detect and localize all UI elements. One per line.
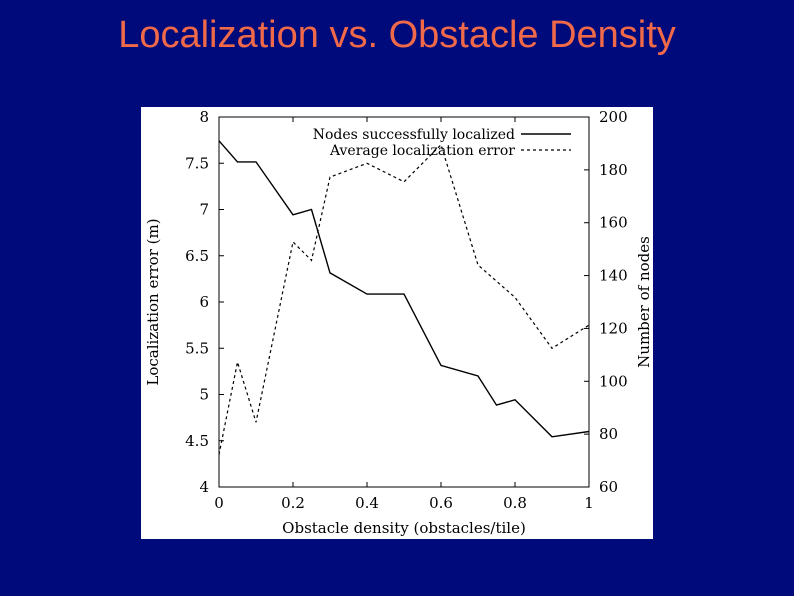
axis-ticks: 0 0.2 0.4 0.6 0.8 1 4 4.5 5 5.5 6 6.5 7 7.5 8 60 80 100 12…: [185, 108, 628, 512]
y-right-tick-label: 60: [599, 478, 618, 496]
x-tick-label: 0.8: [503, 494, 527, 512]
y-right-tick-label: 120: [599, 319, 628, 337]
y-right-tick-label: 180: [599, 161, 628, 179]
series-line-avg-error: [218, 143, 590, 455]
line-chart: 0 0.2 0.4 0.6 0.8 1 4 4.5 5 5.5 6 6.5 7 7.5 8 60 80 100 12…: [144, 108, 653, 537]
y-left-tick-label: 5.5: [185, 339, 209, 357]
y-left-tick-label: 7: [199, 201, 209, 219]
legend-label-error: Average localization error: [329, 143, 515, 159]
chart-panel: 0 0.2 0.4 0.6 0.8 1 4 4.5 5 5.5 6 6.5 7 7.5 8 60 80 100 12…: [141, 107, 653, 539]
y-left-tick-label: 5: [199, 386, 209, 404]
legend-label-nodes: Nodes successfully localized: [313, 127, 515, 143]
x-tick-label: 0.6: [429, 494, 453, 512]
y-left-tick-label: 6: [199, 293, 209, 311]
slide-title: Localization vs. Obstacle Density: [118, 14, 676, 56]
x-tick-label: 1: [584, 494, 594, 512]
y-right-tick-label: 200: [599, 108, 628, 126]
y-axis-left-label: Localization error (m): [144, 218, 162, 385]
y-axis-right-label: Number of nodes: [635, 236, 653, 368]
plot-frame: [218, 116, 590, 488]
y-left-tick-label: 4: [199, 478, 209, 496]
series-lines: [218, 140, 590, 455]
x-tick-label: 0.4: [355, 494, 379, 512]
y-right-tick-label: 80: [599, 425, 618, 443]
legend: Nodes successfully localized Average loc…: [313, 127, 571, 159]
y-left-tick-label: 6.5: [185, 247, 209, 265]
y-right-tick-label: 160: [599, 214, 628, 232]
y-right-tick-label: 100: [599, 372, 628, 390]
y-left-tick-label: 4.5: [185, 432, 209, 450]
x-tick-label: 0: [214, 494, 224, 512]
series-line-nodes-localized: [218, 140, 590, 438]
y-right-tick-label: 140: [599, 267, 628, 285]
y-left-tick-label: 8: [199, 108, 209, 126]
y-left-tick-label: 7.5: [185, 154, 209, 172]
x-tick-label: 0.2: [281, 494, 305, 512]
x-axis-label: Obstacle density (obstacles/tile): [282, 519, 526, 537]
